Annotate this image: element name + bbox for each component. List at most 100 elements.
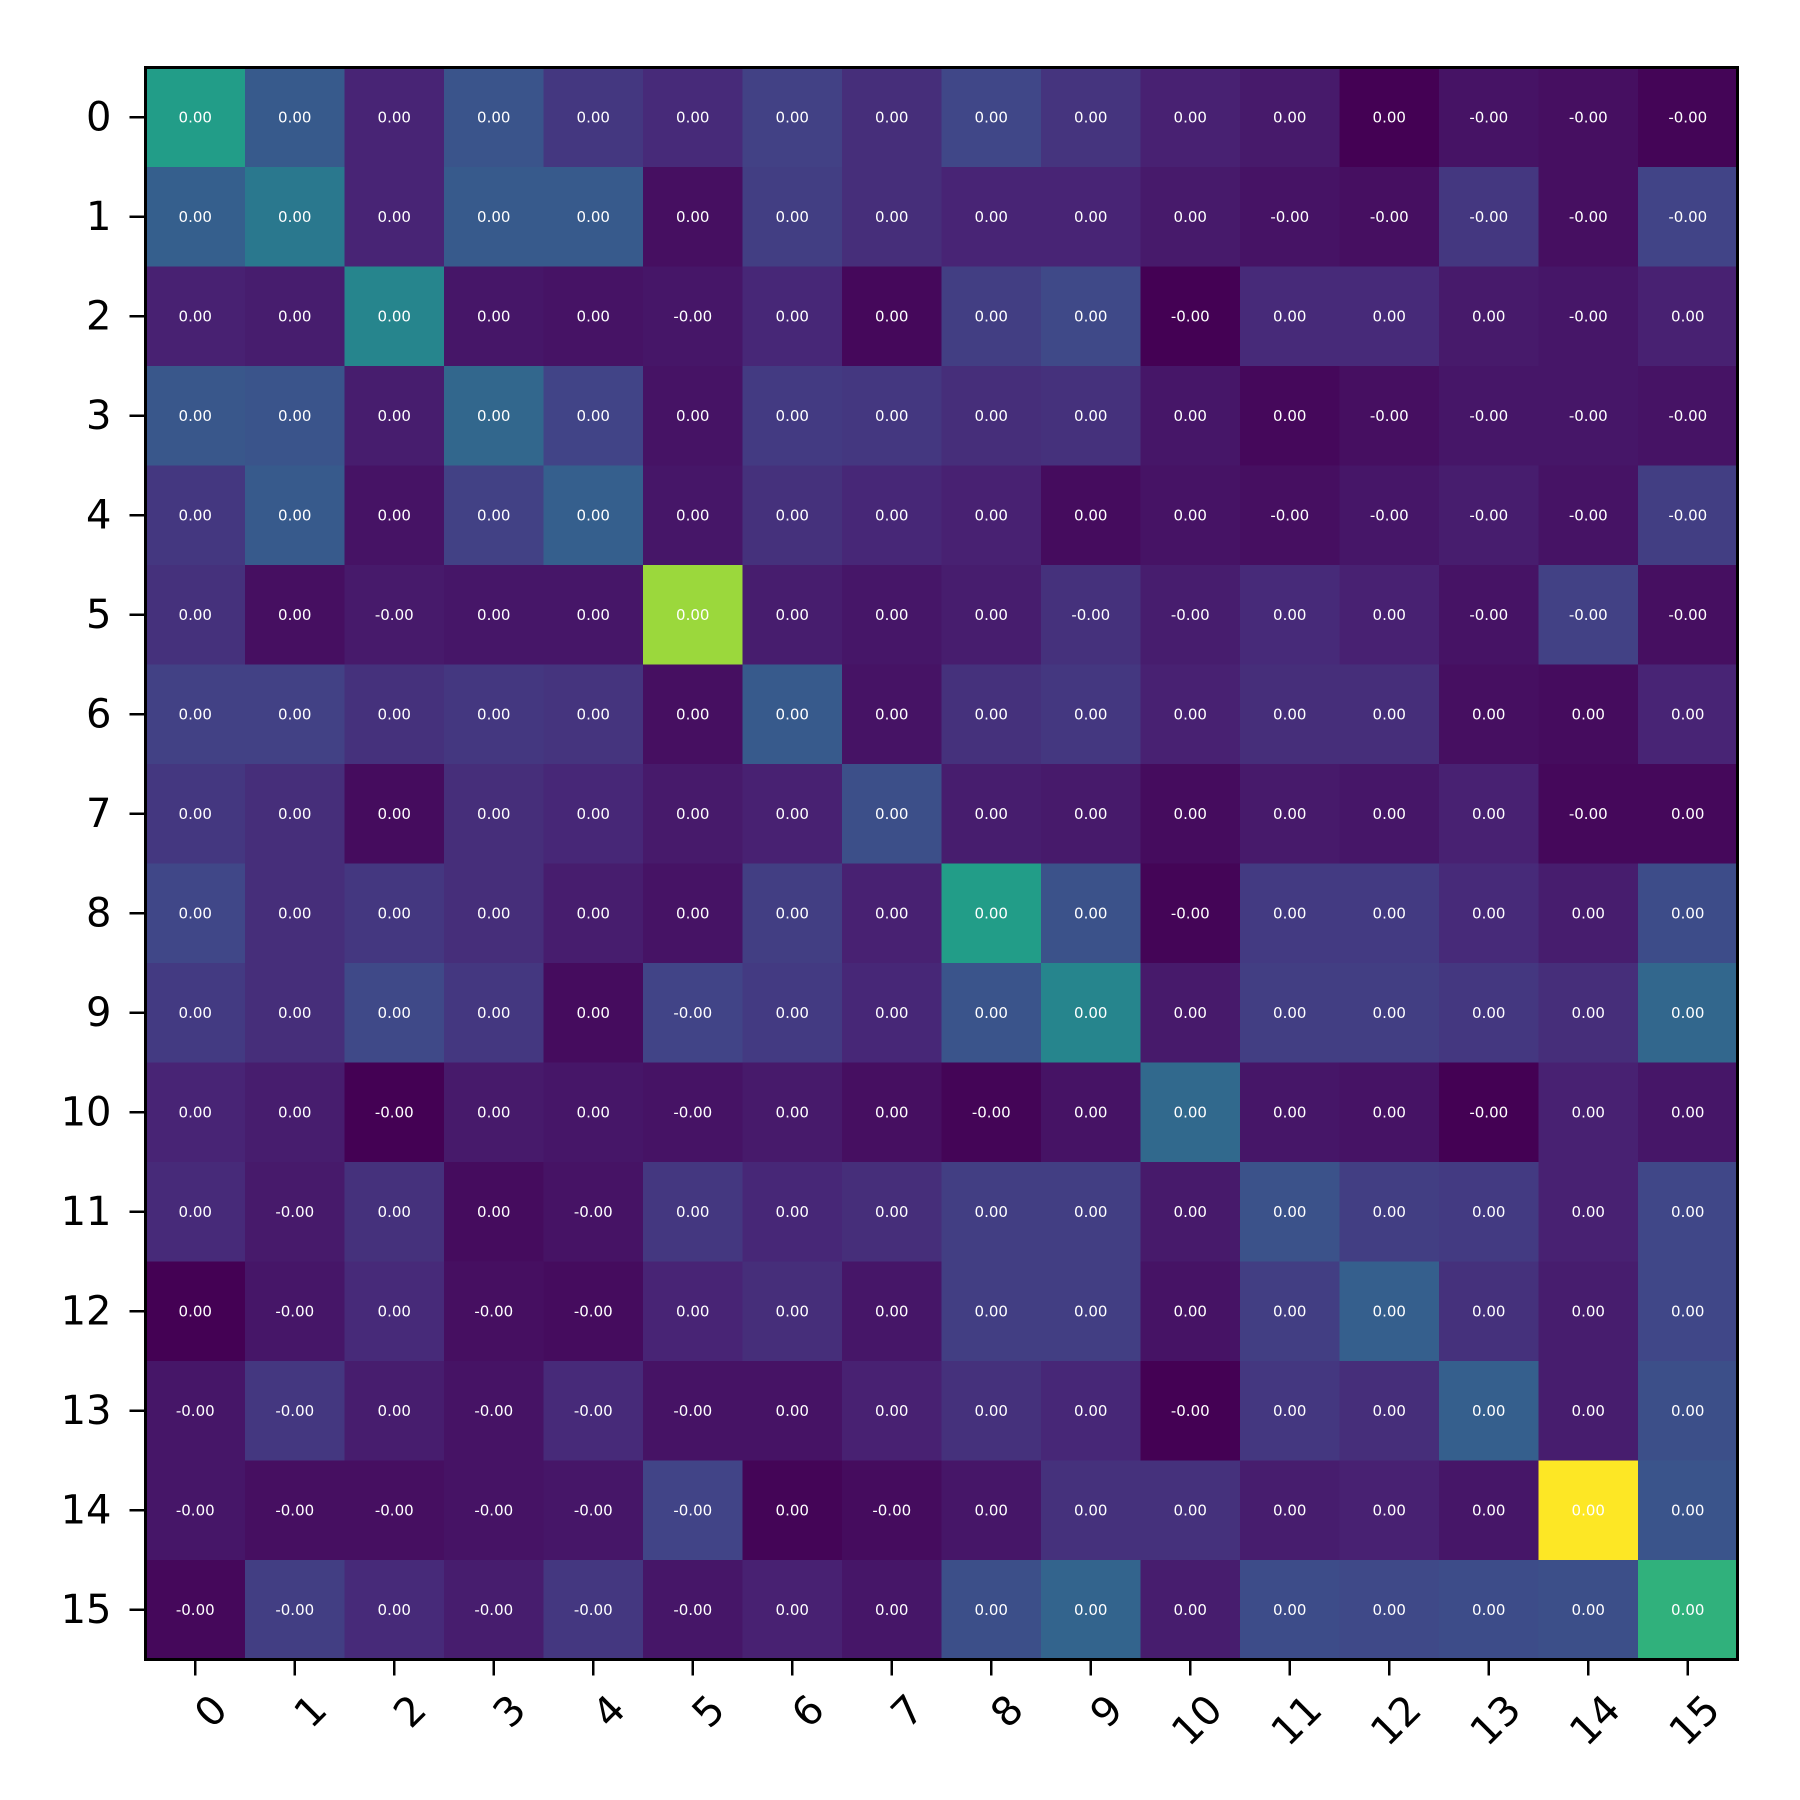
cell-value-label: 0.00 — [378, 1302, 411, 1320]
cell-value-label: 0.00 — [1572, 1302, 1605, 1320]
cell-value-label: 0.00 — [477, 705, 510, 723]
cell-value-label: 0.00 — [1273, 1103, 1306, 1121]
heatmap-cell-r0-c11 — [1240, 67, 1341, 168]
heatmap-cell-r10-c2 — [344, 1062, 445, 1163]
heatmap-cell-r11-c9 — [1041, 1162, 1142, 1263]
cell-value-label: 0.00 — [477, 606, 510, 624]
heatmap-cell-r15-c2 — [344, 1560, 445, 1661]
heatmap-cell-r11-c10 — [1140, 1162, 1241, 1263]
heatmap-cells — [145, 67, 1739, 1661]
cell-value-label: 0.00 — [1373, 1601, 1406, 1619]
cell-value-label: -0.00 — [1668, 506, 1707, 524]
cell-value-label: -0.00 — [275, 1402, 314, 1420]
cell-value-label: 0.00 — [776, 1302, 809, 1320]
heatmap-cell-r10-c15 — [1638, 1062, 1739, 1163]
cell-value-label: 0.00 — [975, 307, 1008, 325]
heatmap-cell-r15-c9 — [1041, 1560, 1142, 1661]
cell-value-label: -0.00 — [1171, 307, 1210, 325]
heatmap-cell-r5-c4 — [543, 565, 644, 666]
heatmap-cell-r8-c12 — [1339, 863, 1440, 964]
cell-value-label: 0.00 — [179, 904, 212, 922]
heatmap-cell-r4-c12 — [1339, 465, 1440, 566]
heatmap-cell-r12-c0 — [145, 1261, 246, 1362]
heatmap-cell-r14-c6 — [742, 1460, 843, 1561]
cell-value-label: 0.00 — [378, 108, 411, 126]
cell-value-label: 0.00 — [1572, 1402, 1605, 1420]
heatmap-cell-r15-c0 — [145, 1560, 246, 1661]
cell-value-label: 0.00 — [875, 805, 908, 823]
y-tick-label: 2 — [86, 293, 111, 339]
cell-value-label: 0.00 — [975, 1402, 1008, 1420]
heatmap-cell-r2-c12 — [1339, 266, 1440, 367]
heatmap-cell-r14-c1 — [245, 1460, 346, 1561]
heatmap-cell-r0-c6 — [742, 67, 843, 168]
heatmap-cell-r9-c14 — [1538, 963, 1639, 1064]
cell-value-label: -0.00 — [1469, 208, 1508, 226]
cell-value-label: 0.00 — [1373, 108, 1406, 126]
heatmap-cell-r1-c13 — [1439, 167, 1540, 268]
heatmap-cell-r13-c2 — [344, 1361, 445, 1462]
heatmap-cell-r12-c15 — [1638, 1261, 1739, 1362]
cell-value-label: 0.00 — [278, 208, 311, 226]
heatmap-cell-r12-c1 — [245, 1261, 346, 1362]
cell-value-label: 0.00 — [1273, 1302, 1306, 1320]
heatmap-cell-r9-c15 — [1638, 963, 1739, 1064]
cell-value-label: -0.00 — [1469, 606, 1508, 624]
cell-value-label: 0.00 — [1671, 1402, 1704, 1420]
cell-value-label: 0.00 — [1373, 1402, 1406, 1420]
heatmap-cell-r3-c8 — [941, 366, 1042, 467]
heatmap-cell-r7-c4 — [543, 764, 644, 865]
cell-value-label: 0.00 — [875, 108, 908, 126]
cell-value-label: 0.00 — [477, 1203, 510, 1221]
x-tick-label: 6 — [783, 1686, 834, 1737]
heatmap-cell-r7-c0 — [145, 764, 246, 865]
cell-value-label: -0.00 — [1569, 805, 1608, 823]
cell-value-label: 0.00 — [577, 208, 610, 226]
heatmap-cell-r9-c13 — [1439, 963, 1540, 1064]
cell-value-label: 0.00 — [1671, 1501, 1704, 1519]
heatmap-cell-r7-c8 — [941, 764, 1042, 865]
heatmap-cell-r7-c7 — [842, 764, 943, 865]
heatmap-cell-r4-c0 — [145, 465, 246, 566]
heatmap-cell-r3-c0 — [145, 366, 246, 467]
cell-value-label: 0.00 — [776, 1103, 809, 1121]
cell-value-label: 0.00 — [975, 1004, 1008, 1022]
y-tick-label: 7 — [86, 791, 111, 837]
cell-value-label: 0.00 — [1174, 1302, 1207, 1320]
heatmap-cell-labels: 0.00 0.00 0.00 0.00 0.00 0.00 0.00 0.00 0.00 0.00… — [176, 108, 1707, 1619]
cell-value-label: 0.00 — [179, 705, 212, 723]
heatmap-cell-r6-c13 — [1439, 664, 1540, 765]
cell-value-label: 0.00 — [676, 506, 709, 524]
cell-value-label: 0.00 — [776, 1203, 809, 1221]
cell-value-label: -0.00 — [1071, 606, 1110, 624]
heatmap-cell-r3-c13 — [1439, 366, 1540, 467]
cell-value-label: -0.00 — [574, 1203, 613, 1221]
heatmap-cell-r6-c14 — [1538, 664, 1639, 765]
heatmap-cell-r14-c3 — [444, 1460, 545, 1561]
cell-value-label: 0.00 — [975, 108, 1008, 126]
heatmap-cell-r6-c10 — [1140, 664, 1241, 765]
cell-value-label: 0.00 — [1671, 1004, 1704, 1022]
heatmap-cell-r1-c1 — [245, 167, 346, 268]
heatmap-cell-r0-c14 — [1538, 67, 1639, 168]
heatmap-cell-r15-c1 — [245, 1560, 346, 1661]
heatmap-cell-r11-c12 — [1339, 1162, 1440, 1263]
heatmap-cell-r8-c11 — [1240, 863, 1341, 964]
heatmap-cell-r13-c15 — [1638, 1361, 1739, 1462]
cell-value-label: -0.00 — [673, 1402, 712, 1420]
cell-value-label: 0.00 — [1373, 1004, 1406, 1022]
heatmap-cell-r10-c9 — [1041, 1062, 1142, 1163]
heatmap-cell-r6-c0 — [145, 664, 246, 765]
cell-value-label: 0.00 — [477, 1004, 510, 1022]
cell-value-label: 0.00 — [477, 1103, 510, 1121]
cell-value-label: 0.00 — [1074, 407, 1107, 425]
heatmap-cell-r1-c3 — [444, 167, 545, 268]
cell-value-label: 0.00 — [1273, 1501, 1306, 1519]
cell-value-label: 0.00 — [676, 904, 709, 922]
heatmap-cell-r5-c2 — [344, 565, 445, 666]
heatmap-cell-r9-c4 — [543, 963, 644, 1064]
heatmap-cell-r9-c11 — [1240, 963, 1341, 1064]
cell-value-label: 0.00 — [378, 407, 411, 425]
heatmap-cell-r11-c13 — [1439, 1162, 1540, 1263]
